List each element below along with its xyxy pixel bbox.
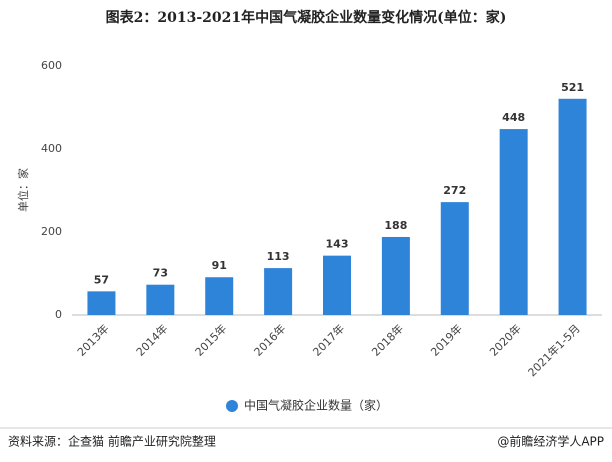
chart-title: 图表2：2013-2021年中国气凝胶企业数量变化情况(单位：家) <box>106 9 507 26</box>
value-label: 113 <box>267 250 290 263</box>
x-tick-label: 2014年 <box>133 321 170 358</box>
x-tick-label: 2018年 <box>369 321 406 358</box>
bar <box>499 129 528 315</box>
value-label: 448 <box>502 111 525 124</box>
bar <box>146 284 175 315</box>
x-tick-label: 2015年 <box>192 321 229 358</box>
x-tick-label: 2021年1-5月 <box>525 321 583 379</box>
value-label: 73 <box>153 267 168 280</box>
bar <box>381 236 410 315</box>
y-axis-label: 单位：家 <box>16 168 30 212</box>
bar <box>440 202 469 315</box>
value-label: 57 <box>94 273 109 286</box>
value-label: 188 <box>384 219 407 232</box>
x-tick-label: 2019年 <box>428 321 465 358</box>
value-label: 91 <box>212 259 227 272</box>
value-label: 272 <box>443 184 466 197</box>
y-tick-label: 0 <box>55 308 62 321</box>
credit: @前瞻经济学人APP <box>497 434 604 449</box>
y-tick-label: 200 <box>41 225 62 238</box>
bar <box>323 255 351 315</box>
bar <box>264 268 293 315</box>
source: 资料来源：企查猫 前瞻产业研究院整理 <box>8 434 216 449</box>
value-label: 143 <box>326 238 349 251</box>
legend-label: 中国气凝胶企业数量（家） <box>244 398 388 413</box>
y-tick-label: 600 <box>41 59 62 72</box>
x-tick-label: 2013年 <box>74 321 111 358</box>
legend-marker <box>226 400 238 412</box>
x-tick-label: 2016年 <box>251 321 288 358</box>
y-tick-label: 400 <box>41 142 62 155</box>
bar <box>87 291 116 315</box>
bar <box>205 277 234 315</box>
bar <box>558 98 587 315</box>
x-tick-label: 2020年 <box>486 321 523 358</box>
value-label: 521 <box>561 81 584 94</box>
x-tick-label: 2017年 <box>310 321 347 358</box>
